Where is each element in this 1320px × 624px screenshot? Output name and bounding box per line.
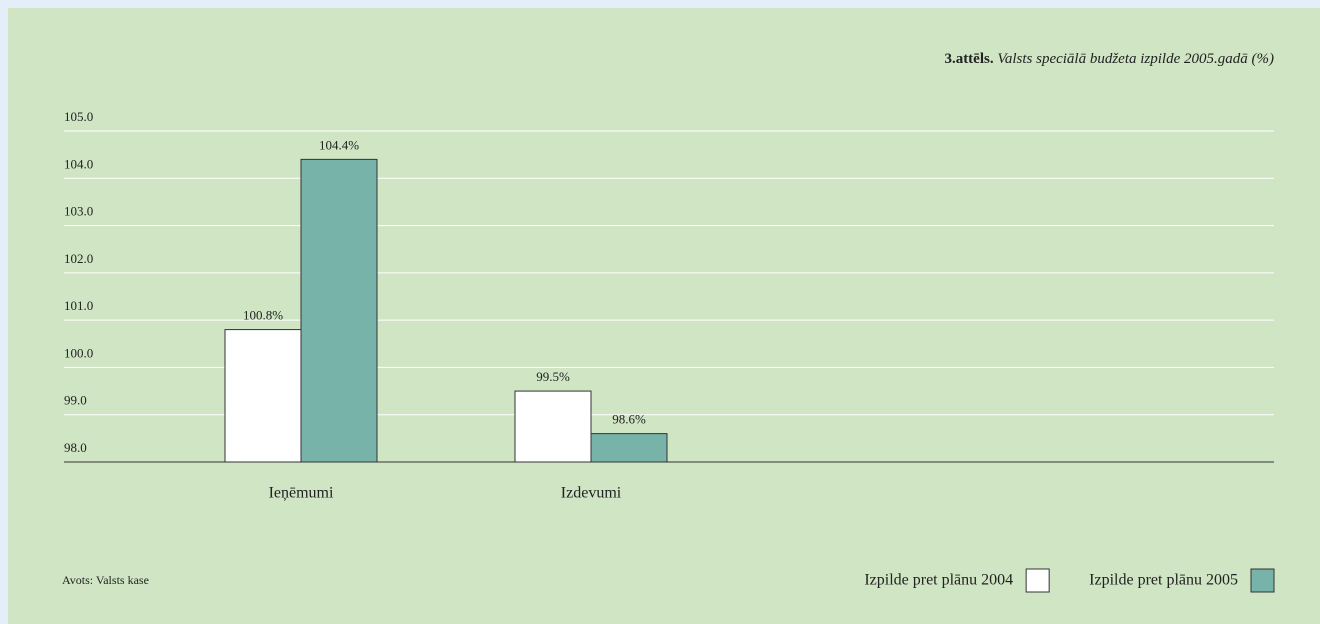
bar (590, 433, 668, 463)
legend-swatch (1250, 568, 1275, 593)
bar (300, 158, 378, 463)
title-text: Valsts speciālā budžeta izpilde 2005.gad… (997, 51, 1274, 67)
source: Avots: Valsts kase (62, 573, 149, 587)
legend-label: Izpilde pret plānu 2004 (864, 572, 1013, 589)
x-tick-label: Ieņēmumi (269, 485, 334, 502)
y-tick-label: 105.0 (64, 109, 93, 124)
chart-title: 3.attēls. Valsts speciālā budžeta izpild… (944, 51, 1274, 67)
value-label: 98.6% (612, 412, 646, 427)
y-tick-label: 102.0 (64, 251, 93, 266)
legend-swatch (1025, 568, 1050, 593)
value-label: 99.5% (536, 369, 570, 384)
y-tick-label: 99.0 (64, 393, 87, 408)
x-tick-label: Izdevumi (561, 485, 622, 502)
value-label: 104.4% (319, 137, 359, 152)
bar (224, 329, 302, 463)
y-tick-label: 101.0 (64, 298, 93, 313)
y-tick-label: 100.0 (64, 345, 93, 360)
y-tick-label: 104.0 (64, 156, 93, 171)
bar (514, 390, 592, 463)
value-label: 100.8% (243, 308, 283, 323)
y-tick-label: 103.0 (64, 204, 93, 219)
legend-label: Izpilde pret plānu 2005 (1089, 572, 1238, 589)
y-tick-label: 98.0 (64, 440, 87, 455)
title-label: 3.attēls. (944, 51, 993, 67)
panel (8, 8, 1320, 624)
